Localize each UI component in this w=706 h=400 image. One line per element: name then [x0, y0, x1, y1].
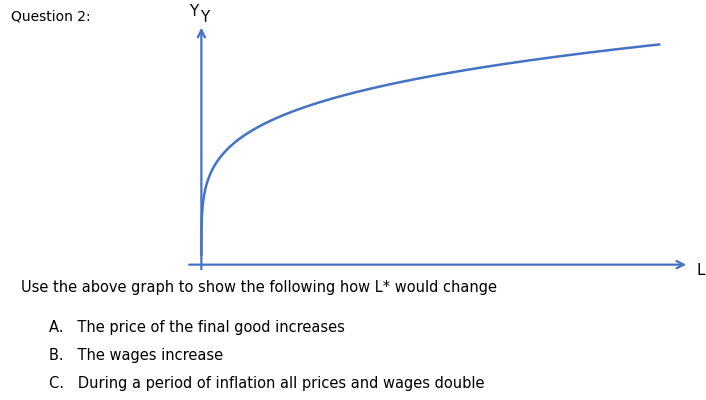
Text: B.   The wages increase: B. The wages increase	[49, 348, 224, 363]
Text: Y: Y	[189, 4, 198, 19]
Text: C.   During a period of inflation all prices and wages double: C. During a period of inflation all pric…	[49, 376, 485, 391]
Text: Question 2:: Question 2:	[11, 10, 90, 24]
Text: Y: Y	[200, 10, 210, 25]
Text: A.   The price of the final good increases: A. The price of the final good increases	[49, 320, 345, 335]
Text: Use the above graph to show the following how L* would change: Use the above graph to show the followin…	[21, 280, 497, 295]
Text: L: L	[696, 263, 705, 278]
